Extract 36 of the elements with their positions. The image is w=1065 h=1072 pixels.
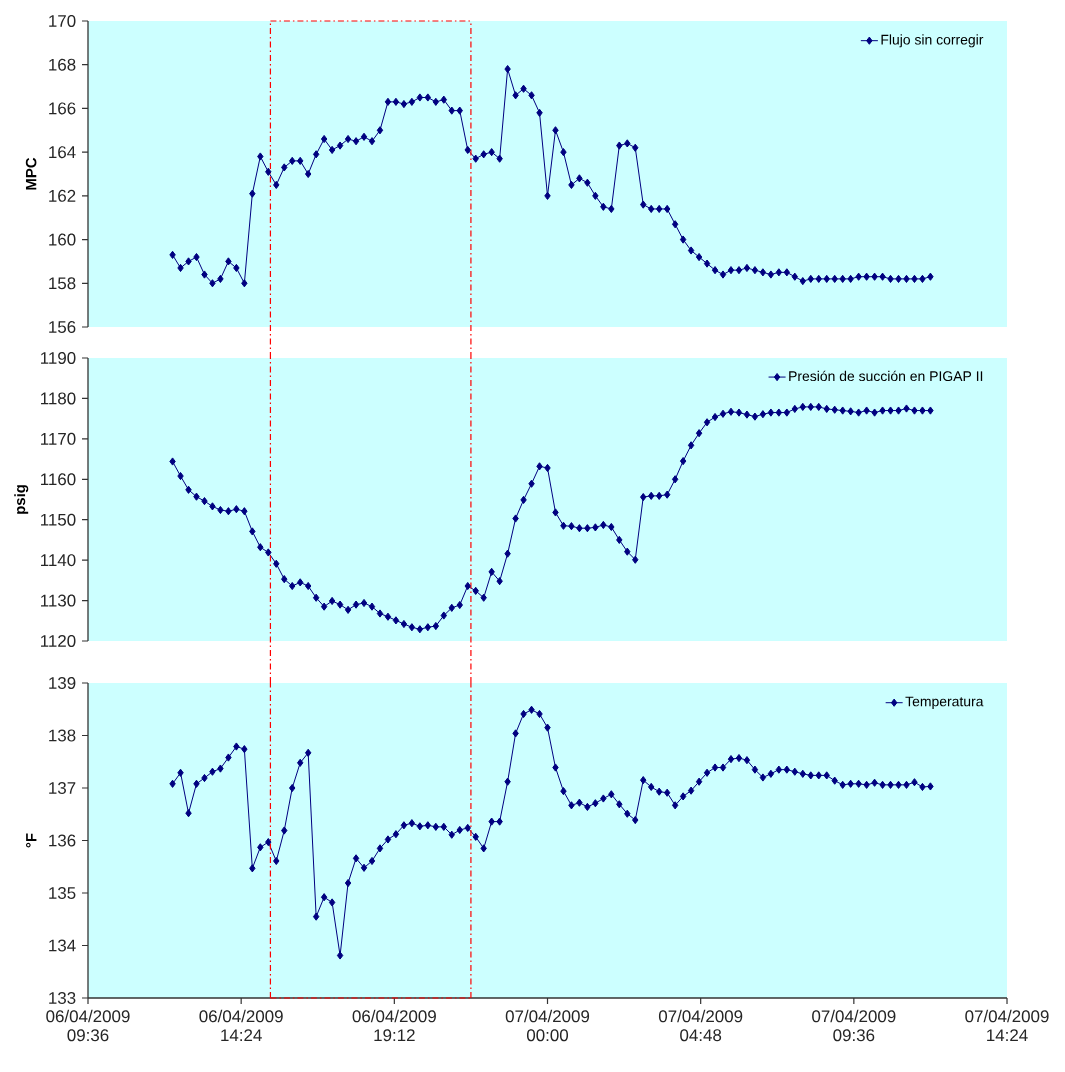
y-tick-label: 134 <box>49 939 76 952</box>
x-tick-label: 06/04/2009 09:36 <box>46 1009 130 1042</box>
y-tick-label: 164 <box>49 146 76 159</box>
y-tick-label: 136 <box>49 834 76 847</box>
y-tick-label: 160 <box>49 233 76 246</box>
y-axis-title: MPC <box>25 157 37 190</box>
y-tick-label: 1140 <box>41 554 76 567</box>
y-tick-label: 137 <box>49 782 76 794</box>
x-tick-label: 06/04/2009 14:24 <box>199 1009 283 1042</box>
y-axis-title: °F <box>26 833 37 848</box>
y-tick-label: 1130 <box>41 594 76 607</box>
y-tick-label: 138 <box>49 729 76 742</box>
y-tick-label: 158 <box>49 277 76 290</box>
y-tick-label: 170 <box>49 14 76 27</box>
legend-label: Presión de succión en PIGAP II <box>789 370 983 382</box>
y-tick-label: 1150 <box>41 513 76 526</box>
x-tick-label: 06/04/2009 19:12 <box>352 1009 436 1042</box>
y-tick-label: 162 <box>49 189 76 202</box>
y-tick-label: 168 <box>49 58 76 71</box>
y-axis-title: psig <box>14 485 29 514</box>
y-tick-label: 1160 <box>41 473 76 486</box>
y-tick-label: 1170 <box>41 432 76 445</box>
y-tick-label: 1120 <box>41 635 76 647</box>
y-tick-label: 166 <box>49 102 76 115</box>
x-tick-label: 07/04/2009 00:00 <box>505 1009 590 1042</box>
y-tick-label: 156 <box>49 320 76 333</box>
x-tick-label: 07/04/2009 04:48 <box>658 1009 743 1042</box>
legend-label: Flujo sin corregir <box>881 34 984 48</box>
x-tick-label: 07/04/2009 09:36 <box>812 1009 896 1042</box>
legend-label: Temperatura <box>905 696 984 710</box>
y-tick-label: 1180 <box>41 392 76 405</box>
y-tick-label: 1190 <box>41 352 76 364</box>
y-tick-label: 133 <box>49 992 76 1004</box>
y-tick-label: 135 <box>49 887 76 899</box>
x-tick-label: 07/04/2009 14:24 <box>965 1009 1049 1042</box>
y-tick-label: 139 <box>49 677 76 689</box>
